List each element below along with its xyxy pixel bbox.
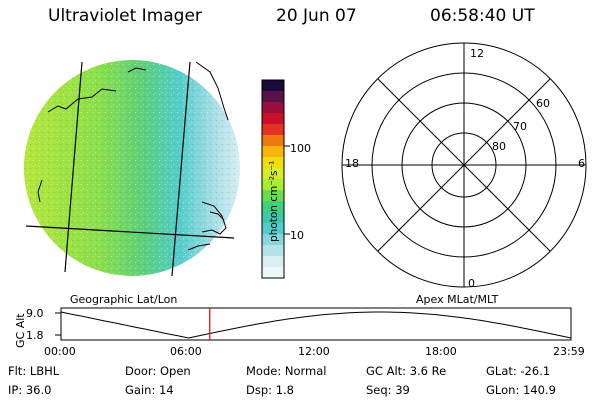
alt-tick-1.8: 1.8 (26, 329, 44, 342)
colorbar-cell (262, 124, 284, 136)
status-glon: GLon: 140.9 (486, 383, 556, 397)
left-panel-caption: Geographic Lat/Lon (70, 293, 178, 306)
observation-time: 06:58:40 UT (430, 6, 535, 26)
colorbar-cell (262, 157, 284, 169)
colorbar-tick-10: 10 (290, 229, 304, 242)
time-tick-0000: 00:00 (44, 345, 76, 358)
instrument-title: Ultraviolet Imager (48, 6, 202, 26)
colorbar-cell (262, 223, 284, 235)
status-dsp: Dsp: 1.8 (246, 383, 294, 397)
status-glat: GLat: -26.1 (486, 364, 551, 378)
uv-earth-image (24, 60, 240, 277)
status-gain: Gain: 14 (125, 383, 174, 397)
geographic-grid (25, 61, 235, 277)
longitude-line (171, 61, 191, 277)
mlt-label-6: 6 (578, 157, 585, 170)
observation-date: 20 Jun 07 (276, 6, 357, 26)
colorbar-cell (262, 212, 284, 224)
time-tick-0600: 06:00 (170, 345, 202, 358)
altitude-curve (60, 311, 572, 339)
coastline-outlines (37, 61, 229, 251)
status-filter: Flt: LBHL (8, 364, 60, 378)
colorbar-unit-label: photon cm⁻²s⁻¹ (268, 160, 280, 242)
colorbar-cell (262, 113, 284, 125)
colorbar-cell (262, 190, 284, 202)
colorbar-cell (262, 91, 284, 103)
colorbar-cell (262, 135, 284, 147)
mlat-label-80: 80 (492, 140, 506, 153)
mlt-label-18: 18 (345, 157, 359, 170)
colorbar-cell (262, 168, 284, 180)
colorbar-cell (262, 179, 284, 191)
colorbar-cell (262, 146, 284, 158)
mlt-label-0: 0 (468, 277, 475, 290)
colorbar-cell (262, 80, 284, 92)
colorbar-cell (262, 256, 284, 268)
colorbar-tick-100: 100 (290, 142, 311, 155)
colorbar-cell (262, 245, 284, 257)
status-mode: Mode: Normal (246, 364, 327, 378)
status-ip: IP: 36.0 (8, 383, 52, 397)
right-panel-caption: Apex MLat/MLT (416, 293, 499, 306)
time-tick-1200: 12:00 (298, 345, 330, 358)
mlt-diagonal (377, 78, 551, 252)
status-seq: Seq: 39 (366, 383, 410, 397)
mlat-label-60: 60 (536, 97, 550, 110)
altitude-plot (55, 307, 572, 341)
mlt-label-12: 12 (470, 47, 484, 60)
mlt-polar-dial (341, 42, 587, 288)
colorbar-cell (262, 201, 284, 213)
time-tick-2359: 23:59 (553, 345, 585, 358)
color-scale-bar (261, 79, 290, 279)
status-door: Door: Open (125, 364, 191, 378)
mlat-label-70: 70 (513, 120, 527, 133)
alt-tick-9: 9.0 (26, 307, 44, 320)
status-gc-alt: GC Alt: 3.6 Re (366, 364, 447, 378)
time-tick-1800: 18:00 (425, 345, 457, 358)
colorbar-cell (262, 267, 284, 279)
latitude-line (25, 225, 235, 239)
colorbar-cell (262, 102, 284, 114)
longitude-line (64, 61, 83, 273)
colorbar-cell (262, 234, 284, 246)
